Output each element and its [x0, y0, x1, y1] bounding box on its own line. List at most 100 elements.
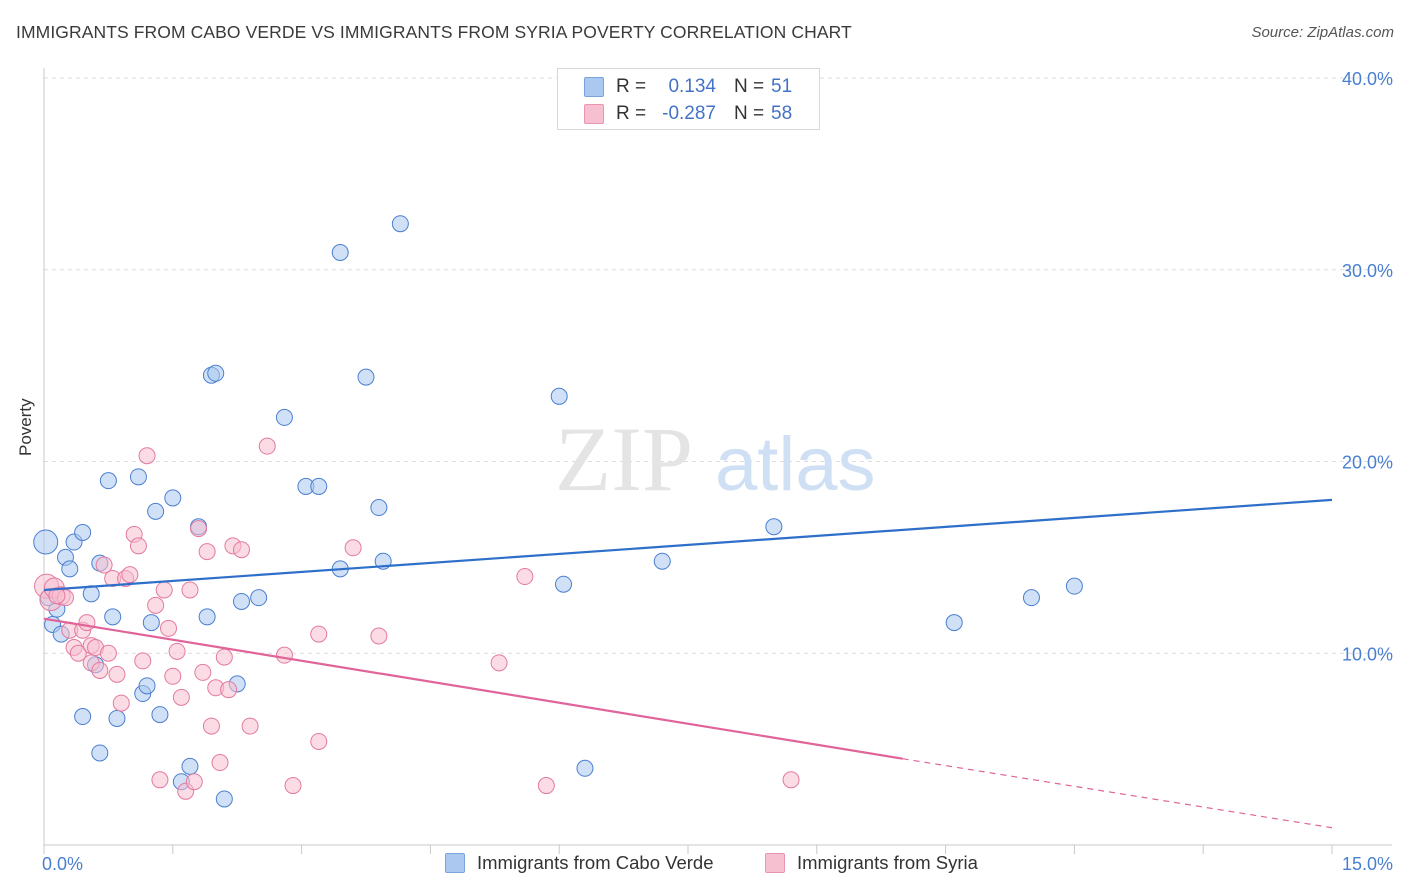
axes — [43, 68, 1392, 854]
cabo-verde-point — [945, 614, 963, 632]
cabo-verde-point — [1022, 589, 1040, 607]
cabo-verde-point — [215, 790, 233, 808]
r-label: R = — [616, 103, 647, 124]
legend-label: Immigrants from Syria — [797, 852, 978, 873]
syria-point — [168, 642, 186, 660]
syria-point — [310, 732, 328, 750]
cabo-verde-point — [275, 408, 293, 426]
cabo-verde-point — [653, 552, 671, 570]
cabo-verde-point — [391, 215, 409, 233]
syria-point — [275, 646, 293, 664]
stats-row-syria: R = -0.287 N = 58 — [558, 101, 819, 127]
series-swatch — [584, 104, 604, 124]
syria-point — [108, 665, 126, 683]
syria-trend-extension — [902, 758, 1333, 829]
cabo-verde-point — [232, 592, 250, 610]
data-points — [33, 215, 1083, 808]
cabo-verde-point — [91, 744, 109, 762]
cabo-verde-point — [142, 614, 160, 632]
cabo-verde-point — [99, 472, 117, 490]
cabo-verde-point — [765, 518, 783, 536]
r-value: 0.134 — [668, 76, 716, 97]
syria-point — [490, 654, 508, 672]
syria-point — [172, 688, 190, 706]
cabo-verde-point — [331, 243, 349, 261]
syria-point — [181, 581, 199, 599]
syria-point — [516, 568, 534, 586]
syria-point — [232, 541, 250, 559]
cabo-verde-trend-line — [43, 498, 1333, 592]
cabo-verde-point — [310, 477, 328, 495]
watermark-zip: ZIP — [555, 408, 693, 510]
n-label: N = — [734, 103, 765, 124]
x-tick-label: 0.0% — [42, 854, 83, 874]
y-tick-label: 10.0% — [1342, 644, 1393, 664]
tick-labels: 10.0% 20.0% 30.0% 40.0% 0.0% 15.0% — [42, 69, 1393, 874]
syria-point — [160, 619, 178, 637]
cabo-verde-point — [554, 575, 572, 593]
n-value: 51 — [771, 76, 793, 97]
syria-point — [99, 644, 117, 662]
syria-point — [202, 717, 220, 735]
syria-trend-line — [43, 617, 903, 760]
syria-point — [310, 625, 328, 643]
syria-point — [537, 777, 555, 795]
syria-point — [129, 537, 147, 555]
x-tick-label: 15.0% — [1342, 854, 1393, 874]
cabo-verde-point — [370, 499, 388, 517]
cabo-verde-point — [207, 364, 225, 382]
stats-box: R = 0.134 N = 51 R = -0.287 N = 58 — [557, 68, 820, 130]
y-tick-label: 20.0% — [1342, 453, 1393, 473]
source-credit: Source: ZipAtlas.com — [1251, 24, 1394, 41]
y-tick-label: 40.0% — [1342, 69, 1393, 89]
legend-label: Immigrants from Cabo Verde — [477, 852, 714, 873]
syria-point — [241, 717, 259, 735]
syria-point — [258, 437, 276, 455]
watermark: ZIP atlas — [555, 408, 876, 510]
cabo-verde-point — [33, 529, 59, 555]
syria-point — [344, 539, 362, 557]
y-axis-label: Poverty — [16, 398, 35, 456]
r-value: -0.287 — [662, 103, 716, 124]
cabo-verde-point — [129, 468, 147, 486]
syria-point — [151, 771, 169, 789]
cabo-verde-point — [82, 585, 100, 603]
syria-point — [284, 777, 302, 795]
cabo-verde-point — [198, 608, 216, 626]
syria-point — [48, 587, 66, 605]
syria-point — [78, 614, 96, 632]
syria-point — [134, 652, 152, 670]
syria-point — [95, 556, 113, 574]
syria-point — [155, 581, 173, 599]
gridlines — [44, 77, 1392, 654]
cabo-verde-point — [181, 757, 199, 775]
legend-swatch — [765, 853, 785, 873]
syria-point — [69, 644, 87, 662]
n-label: N = — [734, 76, 765, 97]
syria-point — [782, 771, 800, 789]
watermark-atlas: atlas — [715, 422, 876, 507]
y-tick-label: 30.0% — [1342, 261, 1393, 281]
syria-point — [215, 648, 233, 666]
n-value: 58 — [771, 103, 793, 124]
cabo-verde-point — [576, 759, 594, 777]
syria-point — [211, 754, 229, 772]
syria-point — [147, 596, 165, 614]
cabo-verde-point — [104, 608, 122, 626]
r-label: R = — [616, 76, 647, 97]
cabo-verde-point — [164, 489, 182, 507]
syria-point — [190, 520, 208, 538]
cabo-verde-point — [108, 709, 126, 727]
trend-lines — [43, 498, 1333, 829]
cabo-verde-point — [1065, 577, 1083, 595]
chart-title: IMMIGRANTS FROM CABO VERDE VS IMMIGRANTS… — [16, 22, 852, 42]
stats-row-cabo-verde: R = 0.134 N = 51 — [558, 74, 819, 100]
syria-point — [91, 662, 109, 680]
cabo-verde-point — [147, 502, 165, 520]
syria-point — [370, 627, 388, 645]
syria-point — [164, 667, 182, 685]
cabo-verde-point — [151, 706, 169, 724]
syria-point — [198, 543, 216, 561]
syria-point — [220, 681, 238, 699]
